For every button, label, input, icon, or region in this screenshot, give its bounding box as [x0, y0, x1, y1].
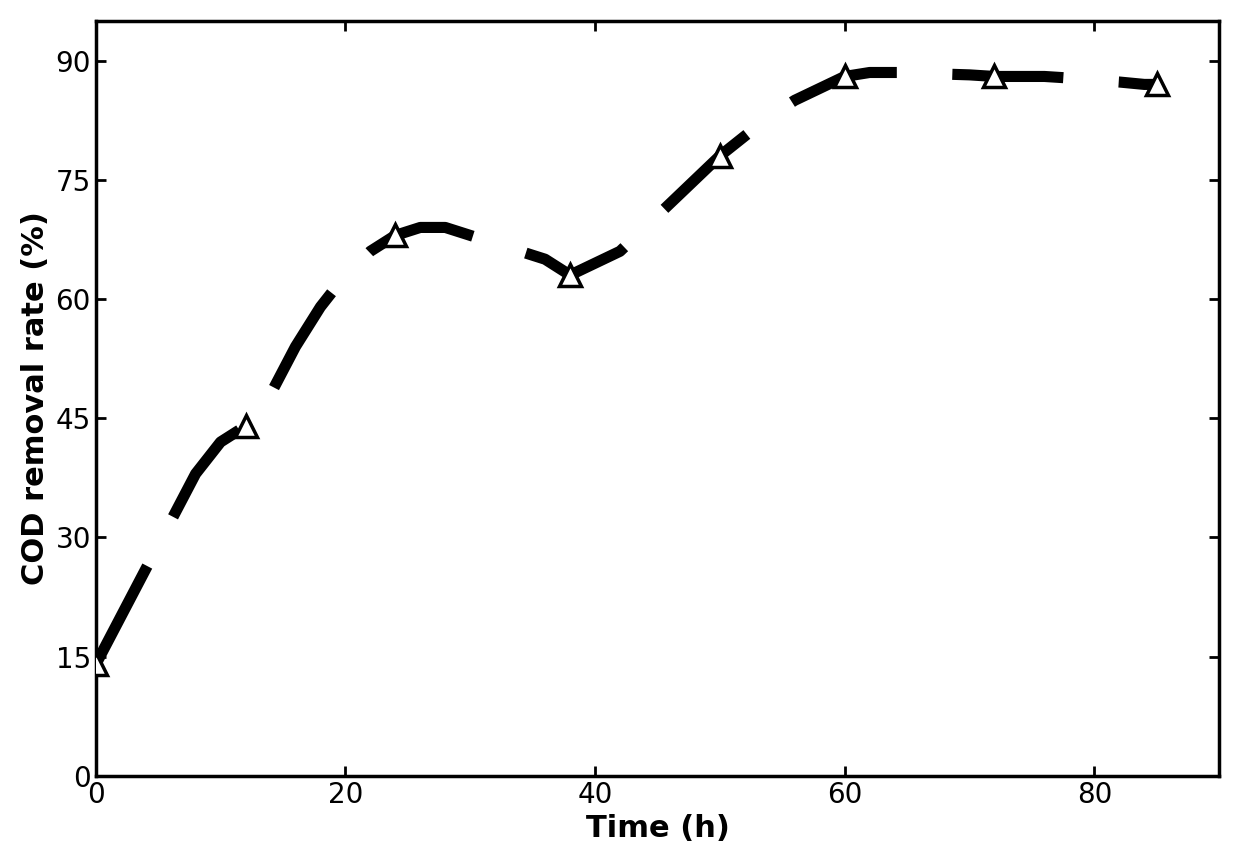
Y-axis label: COD removal rate (%): COD removal rate (%) — [21, 212, 50, 585]
X-axis label: Time (h): Time (h) — [585, 814, 729, 843]
